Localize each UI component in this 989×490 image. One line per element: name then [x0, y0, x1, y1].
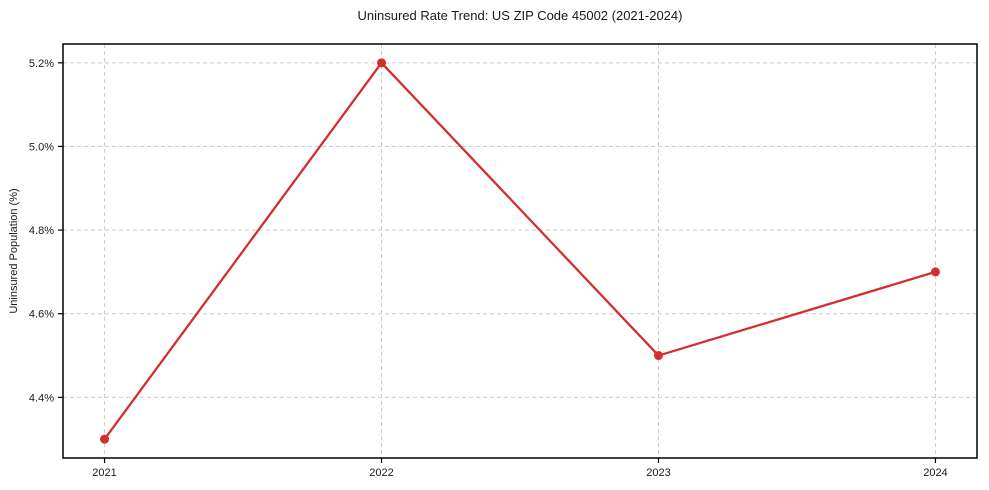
chart-title: Uninsured Rate Trend: US ZIP Code 45002 … — [357, 8, 683, 23]
x-tick-label: 2024 — [923, 467, 947, 479]
y-tick-label: 5.2% — [29, 58, 54, 70]
plot-border — [62, 43, 978, 459]
y-tick-label: 4.8% — [29, 225, 54, 237]
x-tick-label: 2022 — [369, 467, 393, 479]
trend-line — [103, 61, 937, 441]
data-point-marker — [653, 351, 663, 361]
x-tick-label: 2021 — [92, 467, 116, 479]
y-tick-label: 4.4% — [29, 392, 54, 404]
data-point-marker — [930, 267, 940, 277]
y-tick-label: 5.0% — [29, 141, 54, 153]
y-tick-label: 4.6% — [29, 309, 54, 321]
x-tick-label: 2023 — [646, 467, 670, 479]
data-point-marker — [100, 434, 110, 444]
data-point-marker — [377, 58, 387, 68]
